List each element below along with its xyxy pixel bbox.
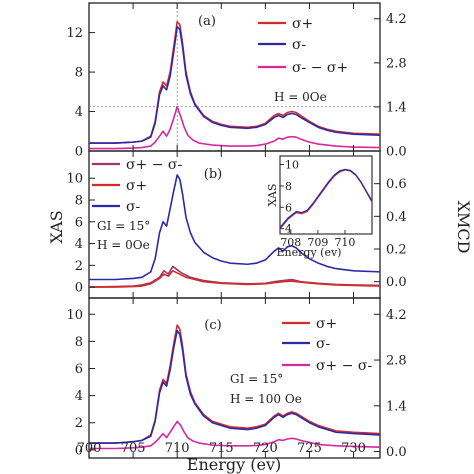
y-tick-label: 8	[75, 335, 83, 350]
inset-x-label: Energy (ev)	[277, 246, 342, 259]
legend-entry: σ+	[126, 178, 147, 194]
y2-tick-label: 0.4	[386, 210, 407, 225]
x-tick-label: 720	[253, 441, 278, 456]
y-tick-label: 0	[75, 281, 83, 296]
inset-frame	[279, 155, 373, 235]
inset-x-tick-label: 710	[334, 236, 355, 249]
inset-y-tick-label: 8	[285, 180, 292, 193]
x-tick-label: 710	[165, 441, 190, 456]
legend-entry: σ+ − σ-	[316, 358, 372, 374]
x-tick-label: 700	[77, 441, 102, 456]
y2-tick-label: 2.8	[386, 354, 407, 369]
panel-b: 0 2 4 6 8 10 0.0 0.2 0.4 0.6 (b) GI = 15° H = 0Oe…	[66, 150, 407, 299]
legend-entry: σ-	[316, 336, 331, 352]
y-tick-label: 4	[75, 105, 83, 120]
series-line	[89, 174, 381, 281]
y2-tick-label: 0.0	[386, 445, 407, 460]
x-axis-label: Energy (ev)	[187, 455, 281, 474]
series-line	[89, 324, 381, 444]
inset-x-tick-label: 709	[307, 236, 328, 249]
y2-tick-label: 1.4	[386, 100, 407, 115]
panel-a-tag: (a)	[198, 14, 216, 29]
panel-c-frame	[88, 297, 381, 459]
inset-series-line	[279, 168, 373, 229]
legend-entry: σ- − σ+	[292, 60, 348, 76]
legend-entry: σ+	[292, 16, 313, 32]
x-tick-label: 730	[341, 441, 366, 456]
inset-y-tick-label: 6	[285, 201, 292, 214]
panel-b-field-annotation: H = 0Oe	[97, 238, 150, 252]
y2-tick-label: 4.2	[386, 308, 407, 323]
series-line	[89, 20, 381, 144]
panel-b-incidence-annotation: GI = 15°	[97, 219, 150, 233]
y-axis-label-right: XMCD	[454, 201, 473, 254]
legend-entry: σ+ − σ-	[126, 157, 182, 173]
panel-a-field-annotation: H = 0Oe	[274, 90, 327, 104]
panel-c-tag: (c)	[204, 318, 221, 333]
legend-entry: σ-	[126, 199, 141, 215]
y-tick-label: 10	[66, 172, 83, 187]
x-tick-label: 715	[209, 441, 234, 456]
y-tick-label: 8	[75, 66, 83, 81]
panel-b-inset: 4 6 8 10 708 709 710 XAS Energy (ev)	[266, 155, 373, 259]
panel-c-incidence-annotation: GI = 15°	[230, 372, 283, 386]
legend-entry: σ+	[316, 316, 337, 332]
series-line	[89, 269, 381, 288]
y2-tick-label: 0.6	[386, 177, 407, 192]
y2-tick-label: 0.2	[386, 243, 407, 258]
y2-tick-label: 2.8	[386, 56, 407, 71]
y2-tick-label: 4.2	[386, 12, 407, 27]
panel-c-field-annotation: H = 100 Oe	[230, 392, 302, 406]
y-tick-label: 0	[75, 443, 83, 458]
y2-tick-label: 1.4	[386, 399, 407, 414]
y-tick-label: 12	[66, 26, 83, 41]
y-tick-label: 8	[75, 194, 83, 209]
legend-entry: σ-	[292, 37, 307, 53]
x-tick-label: 725	[297, 441, 322, 456]
y2-tick-label: 0.0	[386, 275, 407, 290]
series-line	[89, 105, 381, 150]
y2-tick-label: 0.0	[386, 145, 407, 160]
inset-y-tick-label: 4	[285, 223, 292, 236]
panel-c: 0 2 4 6 8 10 0.0 1.4 2.8 4.2 (c) GI = 15° H = 100…	[66, 297, 407, 460]
x-tick-label: 705	[121, 441, 146, 456]
y-tick-label: 0	[75, 145, 83, 160]
series-line	[89, 25, 381, 144]
y-tick-label: 10	[66, 308, 83, 323]
y-tick-label: 4	[75, 389, 83, 404]
y-tick-label: 6	[75, 215, 83, 230]
y-tick-label: 4	[75, 237, 83, 252]
inset-y-tick-label: 10	[285, 159, 299, 172]
panel-a-frame	[88, 2, 381, 152]
panel-a: 0 4 8 12 0.0 1.4 2.8 4.2 (a) H = 0Oe σ+ σ-σ- − σ…	[66, 2, 407, 160]
inset-x-tick-label: 708	[280, 236, 301, 249]
series-line	[89, 329, 381, 444]
y-tick-label: 2	[75, 416, 83, 431]
y-tick-label: 2	[75, 259, 83, 274]
panel-b-tag: (b)	[204, 167, 222, 182]
y-tick-label: 6	[75, 362, 83, 377]
inset-y-label: XAS	[266, 184, 279, 207]
series-line	[89, 420, 381, 450]
y-axis-label-left: XAS	[47, 210, 66, 243]
